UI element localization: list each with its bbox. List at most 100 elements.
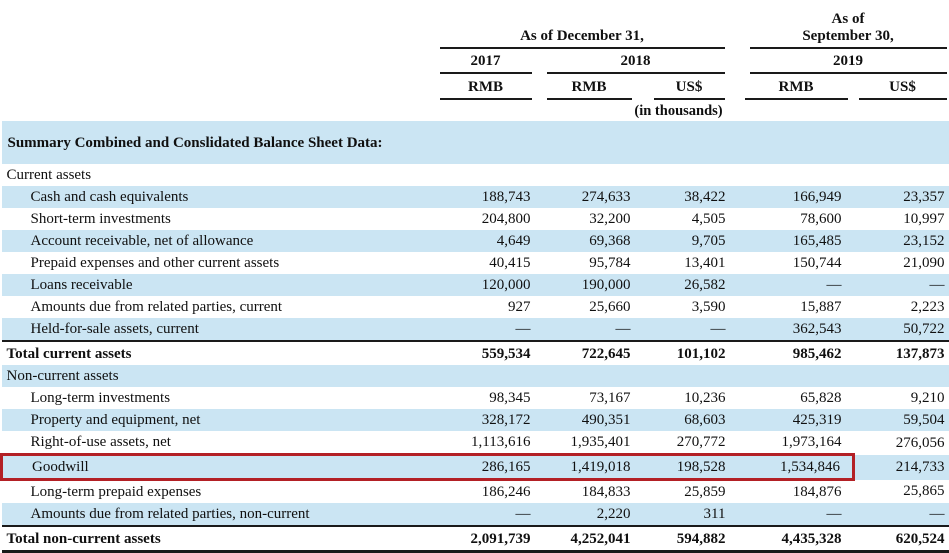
currency-rmb-2019-label: RMB	[745, 79, 848, 96]
cell-value	[854, 121, 949, 164]
cell-value: 65,828	[730, 387, 854, 409]
row-label: Prepaid expenses and other current asset…	[2, 252, 437, 274]
cell-value: 15,887	[730, 296, 854, 318]
cell-value: 2,220	[534, 503, 635, 526]
table-row: Summary Combined and Conslidated Balance…	[2, 121, 949, 164]
cell-value	[730, 121, 854, 164]
year-2018: 2018	[534, 49, 730, 74]
currency-usd-2018-label: US$	[654, 79, 725, 96]
cell-value: 98,345	[437, 387, 534, 409]
september-line1: As of	[832, 11, 865, 27]
year-2017-label: 2017	[440, 53, 532, 70]
cell-value: 559,534	[437, 341, 534, 365]
cell-value: 362,543	[730, 318, 854, 341]
cell-value	[534, 365, 635, 387]
cell-value: 120,000	[437, 274, 534, 296]
cell-value: 137,873	[854, 341, 949, 365]
cell-value: 73,167	[534, 387, 635, 409]
year-2017: 2017	[437, 49, 534, 74]
cell-value: 68,603	[635, 409, 730, 431]
year-2019: 2019	[730, 49, 949, 74]
row-label: Right-of-use assets, net	[2, 431, 437, 455]
currency-rmb-2019: RMB	[730, 74, 854, 100]
cell-value	[635, 365, 730, 387]
cell-value: —	[437, 503, 534, 526]
cell-value: 78,600	[730, 208, 854, 230]
cell-value: 1,419,018	[534, 455, 635, 480]
cell-value: 4,252,041	[534, 526, 635, 552]
currency-rmb-2018: RMB	[534, 74, 635, 100]
row-label: Amounts due from related parties, curren…	[2, 296, 437, 318]
row-label: Goodwill	[2, 455, 437, 480]
cell-value: —	[730, 503, 854, 526]
cell-value: 9,210	[854, 387, 949, 409]
cell-value: 26,582	[635, 274, 730, 296]
cell-value: —	[437, 318, 534, 341]
cell-value: 23,152	[854, 230, 949, 252]
cell-value: 59,504	[854, 409, 949, 431]
cell-value: —	[730, 274, 854, 296]
unit-note: (in thousands)	[437, 100, 921, 120]
row-label: Summary Combined and Conslidated Balance…	[2, 121, 437, 164]
cell-value	[534, 164, 635, 186]
currency-usd-2019: US$	[854, 74, 949, 100]
currency-usd-2018: US$	[635, 74, 730, 100]
currency-rmb-2017-label: RMB	[440, 79, 532, 96]
cell-value: 9,705	[635, 230, 730, 252]
header-years-row: 2017 2018 2019	[2, 49, 949, 74]
cell-value: 188,743	[437, 186, 534, 208]
header-currency-row: RMB RMB US$ RMB	[2, 74, 949, 100]
cell-value	[635, 164, 730, 186]
cell-value: 184,833	[534, 480, 635, 504]
row-label: Property and equipment, net	[2, 409, 437, 431]
row-label: Current assets	[2, 164, 437, 186]
cell-value: 311	[635, 503, 730, 526]
cell-value: 2,091,739	[437, 526, 534, 552]
cell-value: 214,733	[854, 455, 949, 480]
cell-value: 10,997	[854, 208, 949, 230]
header-spacer	[2, 49, 437, 74]
row-label: Non-current assets	[2, 365, 437, 387]
cell-value: 150,744	[730, 252, 854, 274]
column-group-december-label: As of December 31,	[440, 28, 725, 45]
cell-value: 985,462	[730, 341, 854, 365]
cell-value	[730, 164, 854, 186]
cell-value	[437, 121, 534, 164]
cell-value: 4,505	[635, 208, 730, 230]
year-2019-label: 2019	[750, 53, 947, 70]
balance-sheet-body: Summary Combined and Conslidated Balance…	[2, 121, 949, 552]
september-line2: September 30,	[802, 28, 893, 44]
row-label: Cash and cash equivalents	[2, 186, 437, 208]
cell-value	[437, 365, 534, 387]
cell-value: 50,722	[854, 318, 949, 341]
cell-value: 40,415	[437, 252, 534, 274]
cell-value: 166,949	[730, 186, 854, 208]
cell-value: —	[635, 318, 730, 341]
header-note-row: (in thousands)	[2, 100, 949, 121]
cell-value: —	[854, 274, 949, 296]
cell-value: 425,319	[730, 409, 854, 431]
row-label: Held-for-sale assets, current	[2, 318, 437, 341]
table-row: Amounts due from related parties, curren…	[2, 296, 949, 318]
table-row: Current assets	[2, 164, 949, 186]
cell-value: 23,357	[854, 186, 949, 208]
row-label: Long-term investments	[2, 387, 437, 409]
cell-value: 165,485	[730, 230, 854, 252]
row-label: Short-term investments	[2, 208, 437, 230]
cell-value: 95,784	[534, 252, 635, 274]
cell-value: 204,800	[437, 208, 534, 230]
table-row: Amounts due from related parties, non-cu…	[2, 503, 949, 526]
row-label: Total non-current assets	[2, 526, 437, 552]
cell-value: 10,236	[635, 387, 730, 409]
